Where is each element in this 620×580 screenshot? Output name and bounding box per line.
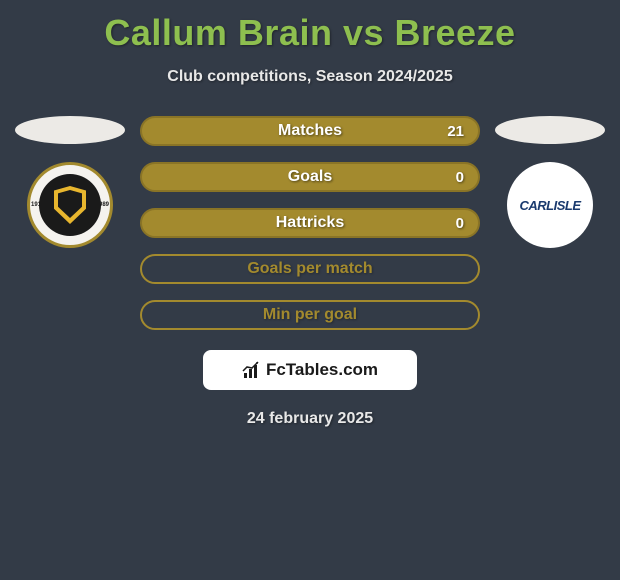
stat-bar-goals: Goals 0 xyxy=(140,162,480,192)
subtitle: Club competitions, Season 2024/2025 xyxy=(0,68,620,86)
stat-bar-goals-per-match: Goals per match xyxy=(140,254,480,284)
newport-shield-icon xyxy=(54,186,86,224)
left-player-column: 1912 1989 xyxy=(0,116,140,248)
stat-label: Min per goal xyxy=(263,306,357,324)
comparison-area: 1912 1989 CARLISLE Matches 21 Goals 0 Ha… xyxy=(0,116,620,428)
page-title: Callum Brain vs Breeze xyxy=(0,0,620,54)
stat-bar-matches: Matches 21 xyxy=(140,116,480,146)
stat-label: Matches xyxy=(278,122,342,140)
chart-icon xyxy=(242,361,262,379)
right-player-column: CARLISLE xyxy=(480,116,620,248)
stat-value: 0 xyxy=(456,215,464,232)
stat-label: Goals xyxy=(288,168,332,186)
stat-value: 21 xyxy=(447,123,464,140)
player-left-avatar xyxy=(15,116,125,144)
club-badge-newport: 1912 1989 xyxy=(27,162,113,248)
stat-bar-min-per-goal: Min per goal xyxy=(140,300,480,330)
stat-label: Goals per match xyxy=(247,260,372,278)
fctables-logo-text: FcTables.com xyxy=(266,360,378,380)
club-badge-carlisle: CARLISLE xyxy=(507,162,593,248)
carlisle-badge-text: CARLISLE xyxy=(520,198,581,213)
fctables-logo: FcTables.com xyxy=(203,350,417,390)
stat-bars: Matches 21 Goals 0 Hattricks 0 Goals per… xyxy=(140,116,480,330)
player-right-avatar xyxy=(495,116,605,144)
date-label: 24 february 2025 xyxy=(0,410,620,428)
stat-bar-hattricks: Hattricks 0 xyxy=(140,208,480,238)
stat-value: 0 xyxy=(456,169,464,186)
stat-label: Hattricks xyxy=(276,214,344,232)
newport-inner-circle xyxy=(39,174,101,236)
